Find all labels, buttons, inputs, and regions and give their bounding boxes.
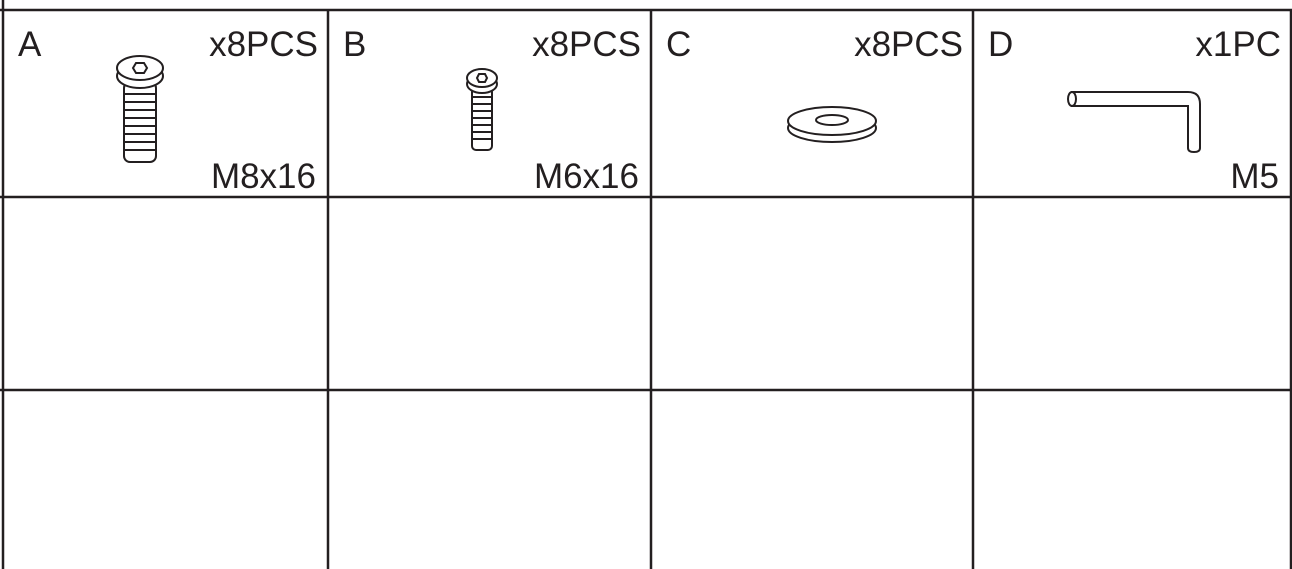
part-quantity: x1PC [1195,25,1281,64]
part-letter: A [18,25,42,64]
washer-icon [787,106,877,143]
part-size: M5 [1230,157,1279,196]
part-quantity: x8PCS [854,25,963,64]
part-letter: D [988,25,1013,64]
screw-icon [116,55,164,163]
part-letter: C [666,25,691,64]
part-size: M8x16 [211,157,316,196]
part-letter: B [343,25,366,64]
hex-key-icon [1067,91,1201,154]
screw-icon [466,68,498,151]
part-size: M6x16 [534,157,639,196]
part-quantity: x8PCS [209,25,318,64]
part-quantity: x8PCS [532,25,641,64]
